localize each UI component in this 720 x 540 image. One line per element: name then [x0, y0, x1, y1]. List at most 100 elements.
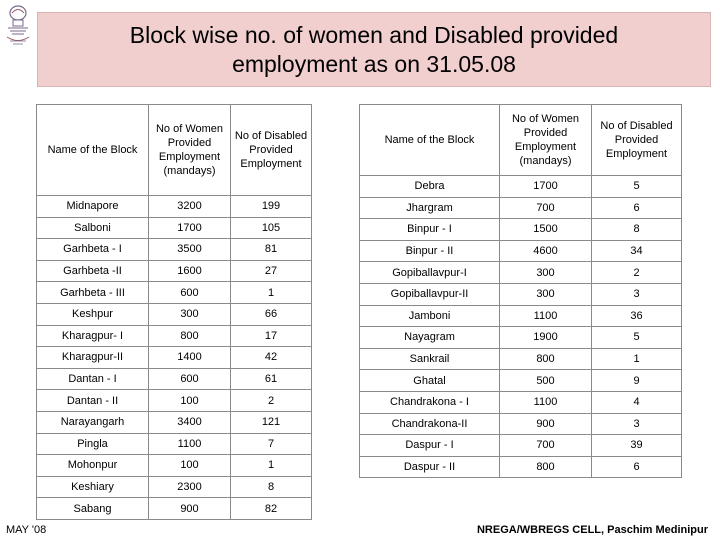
- cell-block-name: Chandrakona-II: [359, 412, 500, 436]
- table-row: Garhbeta -II 1600 27: [36, 259, 312, 283]
- cell-disabled-employment: 39: [591, 434, 682, 457]
- cell-block-name: Garhbeta - I: [36, 238, 149, 261]
- header-women-employment: No of Women Provided Employment (mandays…: [499, 104, 592, 176]
- cell-women-employment: 600: [148, 281, 231, 304]
- cell-disabled-employment: 3: [591, 282, 682, 306]
- cell-women-employment: 800: [148, 324, 231, 348]
- cell-women-employment: 1700: [499, 175, 592, 198]
- table-row: Chandrakona - I 1100 4: [359, 390, 682, 414]
- table-header-row: Name of the Block No of Women Provided E…: [359, 104, 682, 176]
- left-block-table: Name of the Block No of Women Provided E…: [36, 104, 312, 520]
- government-emblem-icon: [4, 4, 32, 48]
- cell-disabled-employment: 66: [230, 302, 312, 326]
- cell-block-name: Dantan - I: [36, 367, 149, 391]
- table-header-row: Name of the Block No of Women Provided E…: [36, 104, 312, 196]
- table-row: Kharagpur- I 800 17: [36, 324, 312, 348]
- cell-block-name: Sankrail: [359, 347, 500, 371]
- cell-block-name: Daspur - II: [359, 455, 500, 479]
- table-row: Garhbeta - I 3500 81: [36, 238, 312, 261]
- header-block-name: Name of the Block: [359, 104, 500, 176]
- cell-disabled-employment: 2: [230, 389, 312, 412]
- table-row: Garhbeta - III 600 1: [36, 281, 312, 304]
- cell-women-employment: 2300: [148, 475, 231, 499]
- cell-women-employment: 700: [499, 434, 592, 457]
- cell-disabled-employment: 105: [230, 216, 312, 240]
- cell-disabled-employment: 27: [230, 259, 312, 283]
- cell-disabled-employment: 2: [591, 261, 682, 284]
- cell-women-employment: 100: [148, 454, 231, 477]
- cell-women-employment: 300: [148, 302, 231, 326]
- cell-block-name: Mohonpur: [36, 454, 149, 477]
- table-row: Sabang 900 82: [36, 497, 312, 520]
- cell-women-employment: 1100: [499, 304, 592, 328]
- cell-block-name: Jamboni: [359, 304, 500, 328]
- table-row: Jamboni 1100 36: [359, 304, 682, 328]
- cell-women-employment: 4600: [499, 239, 592, 263]
- table-row: Kharagpur-II 1400 42: [36, 346, 312, 369]
- table-row: Daspur - II 800 6: [359, 455, 682, 479]
- cell-block-name: Keshiary: [36, 475, 149, 499]
- cell-disabled-employment: 8: [591, 218, 682, 241]
- cell-disabled-employment: 17: [230, 324, 312, 348]
- table-row: Chandrakona-II 900 3: [359, 412, 682, 436]
- cell-women-employment: 700: [499, 196, 592, 220]
- cell-block-name: Kharagpur-II: [36, 346, 149, 369]
- cell-women-employment: 500: [499, 369, 592, 392]
- cell-women-employment: 3200: [148, 195, 231, 218]
- table-row: Dantan - II 100 2: [36, 389, 312, 412]
- cell-disabled-employment: 1: [230, 281, 312, 304]
- table-row: Dantan - I 600 61: [36, 367, 312, 391]
- cell-block-name: Garhbeta -II: [36, 259, 149, 283]
- cell-women-employment: 1400: [148, 346, 231, 369]
- table-row: Debra 1700 5: [359, 175, 682, 198]
- table-row: Binpur - II 4600 34: [359, 239, 682, 263]
- cell-block-name: Binpur - I: [359, 218, 500, 241]
- cell-disabled-employment: 1: [230, 454, 312, 477]
- cell-block-name: Chandrakona - I: [359, 390, 500, 414]
- cell-women-employment: 1900: [499, 326, 592, 349]
- cell-block-name: Garhbeta - III: [36, 281, 149, 304]
- header-disabled-employment: No of Disabled Provided Employment: [230, 104, 312, 196]
- cell-disabled-employment: 8: [230, 475, 312, 499]
- cell-disabled-employment: 3: [591, 412, 682, 436]
- cell-disabled-employment: 5: [591, 175, 682, 198]
- table-row: Jhargram 700 6: [359, 196, 682, 220]
- cell-women-employment: 100: [148, 389, 231, 412]
- table-row: Gopiballavpur-I 300 2: [359, 261, 682, 284]
- cell-women-employment: 1100: [499, 390, 592, 414]
- cell-block-name: Pingla: [36, 432, 149, 456]
- cell-disabled-employment: 5: [591, 326, 682, 349]
- cell-women-employment: 300: [499, 282, 592, 306]
- table-row: Gopiballavpur-II 300 3: [359, 282, 682, 306]
- cell-women-employment: 800: [499, 347, 592, 371]
- cell-disabled-employment: 199: [230, 195, 312, 218]
- table-row: Daspur - I 700 39: [359, 434, 682, 457]
- cell-women-employment: 800: [499, 455, 592, 479]
- page-title: Block wise no. of women and Disabled pro…: [37, 12, 711, 87]
- cell-women-employment: 1600: [148, 259, 231, 283]
- cell-block-name: Gopiballavpur-I: [359, 261, 500, 284]
- cell-block-name: Midnapore: [36, 195, 149, 218]
- footer-source: NREGA/WBREGS CELL, Paschim Medinipur: [476, 524, 708, 536]
- cell-block-name: Jhargram: [359, 196, 500, 220]
- cell-block-name: Keshpur: [36, 302, 149, 326]
- cell-women-employment: 3500: [148, 238, 231, 261]
- table-row: Nayagram 1900 5: [359, 326, 682, 349]
- cell-block-name: Dantan - II: [36, 389, 149, 412]
- cell-women-employment: 1500: [499, 218, 592, 241]
- table-row: Midnapore 3200 199: [36, 195, 312, 218]
- cell-disabled-employment: 6: [591, 455, 682, 479]
- cell-women-employment: 900: [148, 497, 231, 520]
- table-row: Keshpur 300 66: [36, 302, 312, 326]
- cell-block-name: Daspur - I: [359, 434, 500, 457]
- cell-block-name: Debra: [359, 175, 500, 198]
- table-row: Mohonpur 100 1: [36, 454, 312, 477]
- cell-women-employment: 900: [499, 412, 592, 436]
- cell-disabled-employment: 34: [591, 239, 682, 263]
- cell-women-employment: 3400: [148, 410, 231, 434]
- cell-block-name: Kharagpur- I: [36, 324, 149, 348]
- right-block-table: Name of the Block No of Women Provided E…: [359, 104, 682, 479]
- page-title-line1: Block wise no. of women and Disabled pro…: [129, 21, 619, 48]
- cell-disabled-employment: 82: [230, 497, 312, 520]
- cell-disabled-employment: 81: [230, 238, 312, 261]
